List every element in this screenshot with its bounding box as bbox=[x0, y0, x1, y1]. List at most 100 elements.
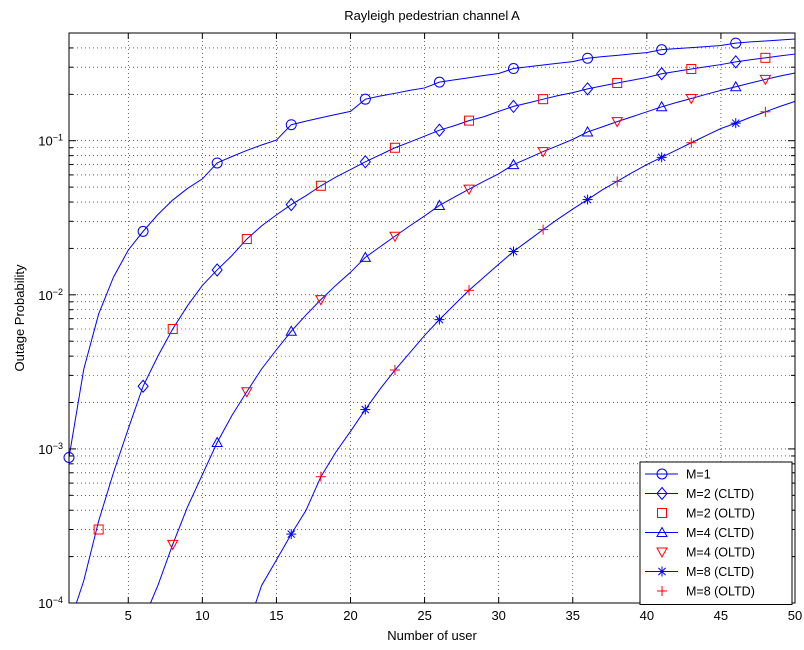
marker-circle bbox=[359, 93, 371, 105]
marker-square bbox=[760, 52, 771, 63]
x-tick-label: 15 bbox=[269, 608, 283, 623]
x-tick-label: 45 bbox=[714, 608, 728, 623]
marker-asterisk-stroke bbox=[657, 153, 666, 162]
marker-plus bbox=[389, 365, 400, 376]
marker-asterisk-stroke bbox=[509, 247, 518, 256]
marker-triangle-down bbox=[611, 117, 624, 128]
x-tick-label: 25 bbox=[417, 608, 431, 623]
marker-asterisk bbox=[582, 194, 593, 205]
marker-asterisk bbox=[508, 246, 519, 257]
marker-square bbox=[93, 524, 104, 535]
marker-square bbox=[657, 508, 667, 518]
series-curve bbox=[68, 38, 796, 458]
marker-plus bbox=[760, 106, 771, 117]
x-tick-label: 50 bbox=[788, 608, 802, 623]
marker-circle bbox=[211, 157, 223, 169]
marker-triangle-down bbox=[166, 539, 179, 551]
legend-label: M=4 (OLTD) bbox=[686, 546, 755, 560]
series-markers bbox=[63, 37, 772, 551]
marker-circle bbox=[285, 119, 297, 131]
marker-asterisk-stroke bbox=[361, 405, 370, 414]
marker-square bbox=[315, 180, 326, 191]
marker-triangle-up bbox=[211, 436, 224, 448]
y-tick-label: 10−4 bbox=[38, 595, 63, 611]
y-tick-label: 10−1 bbox=[38, 133, 63, 149]
marker-square bbox=[538, 94, 549, 105]
series-curves bbox=[68, 38, 796, 604]
y-axis-label: Outage Probability bbox=[12, 264, 27, 371]
marker-triangle-down bbox=[463, 184, 475, 196]
series-curve bbox=[75, 53, 796, 604]
series-curve bbox=[255, 100, 796, 604]
x-tick-label: 5 bbox=[125, 608, 132, 623]
marker-asterisk-stroke bbox=[731, 119, 740, 128]
marker-diamond bbox=[656, 486, 668, 501]
marker-triangle-up bbox=[285, 325, 298, 336]
marker-square bbox=[167, 323, 178, 334]
x-tick-label: 10 bbox=[195, 608, 209, 623]
marker-triangle-up bbox=[655, 100, 668, 112]
x-tick-label: 20 bbox=[343, 608, 357, 623]
marker-asterisk-stroke bbox=[658, 567, 666, 576]
marker-asterisk-stroke bbox=[583, 195, 592, 204]
marker-diamond bbox=[359, 154, 371, 169]
marker-triangle-up bbox=[729, 80, 742, 92]
marker-diamond bbox=[137, 379, 149, 394]
marker-diamond bbox=[656, 66, 668, 81]
marker-square bbox=[389, 142, 400, 153]
marker-triangle-up bbox=[359, 251, 372, 262]
marker-diamond bbox=[581, 82, 594, 96]
marker-diamond bbox=[433, 123, 446, 137]
marker-plus bbox=[657, 586, 667, 596]
marker-triangle-down bbox=[315, 295, 327, 306]
marker-diamond bbox=[507, 99, 520, 114]
marker-triangle-up bbox=[433, 199, 446, 210]
marker-asterisk bbox=[656, 152, 667, 163]
marker-asterisk-stroke bbox=[287, 530, 296, 539]
grid bbox=[69, 33, 795, 603]
legend-label: M=8 (OLTD) bbox=[686, 585, 755, 599]
x-tick-label: 30 bbox=[491, 608, 505, 623]
plot-frame bbox=[68, 32, 796, 604]
marker-asterisk bbox=[360, 404, 371, 415]
marker-diamond bbox=[285, 197, 297, 212]
marker-circle bbox=[582, 52, 594, 64]
marker-asterisk bbox=[286, 529, 297, 540]
legend-label: M=2 (OLTD) bbox=[686, 507, 755, 521]
marker-diamond bbox=[211, 263, 223, 277]
legend-label: M=8 (CLTD) bbox=[686, 565, 754, 579]
series-curve bbox=[150, 72, 796, 604]
marker-asterisk bbox=[434, 314, 445, 325]
marker-asterisk-stroke bbox=[435, 315, 444, 324]
marker-triangle-down bbox=[759, 74, 772, 86]
legend-label: M=1 bbox=[686, 468, 711, 482]
marker-square bbox=[612, 77, 623, 88]
marker-triangle-down bbox=[656, 547, 668, 559]
axis-ticks: 5 10 15 20 25 30 35 40 45 50 10−4 10−3 10−2 10−1 bbox=[38, 32, 802, 623]
marker-diamond bbox=[730, 55, 742, 69]
marker-square bbox=[686, 63, 697, 74]
chart-title: Rayleigh pedestrian channel A bbox=[344, 8, 520, 23]
marker-square bbox=[241, 234, 252, 245]
marker-asterisk bbox=[730, 118, 741, 129]
marker-plus bbox=[315, 471, 326, 482]
marker-triangle-up bbox=[507, 158, 520, 170]
marker-circle bbox=[507, 63, 519, 75]
marker-circle bbox=[137, 225, 149, 237]
y-tick-label: 10−2 bbox=[38, 287, 63, 303]
marker-plus bbox=[686, 137, 697, 148]
marker-plus bbox=[464, 285, 475, 296]
marker-triangle-down bbox=[240, 387, 253, 398]
marker-triangle-up bbox=[656, 526, 668, 537]
marker-triangle-down bbox=[389, 231, 401, 243]
marker-circle bbox=[656, 468, 668, 480]
marker-triangle-up bbox=[581, 125, 594, 137]
legend: M=1 M=2 (CLTD) M=2 (OLTD) M=4 (CLTD) M=4 (OL… bbox=[639, 461, 793, 605]
marker-square bbox=[464, 115, 475, 126]
marker-plus bbox=[538, 224, 549, 235]
legend-label: M=4 (CLTD) bbox=[686, 526, 754, 540]
marker-circle bbox=[730, 37, 742, 49]
marker-circle bbox=[433, 76, 445, 88]
x-tick-label: 40 bbox=[640, 608, 654, 623]
marker-circle bbox=[656, 44, 668, 56]
